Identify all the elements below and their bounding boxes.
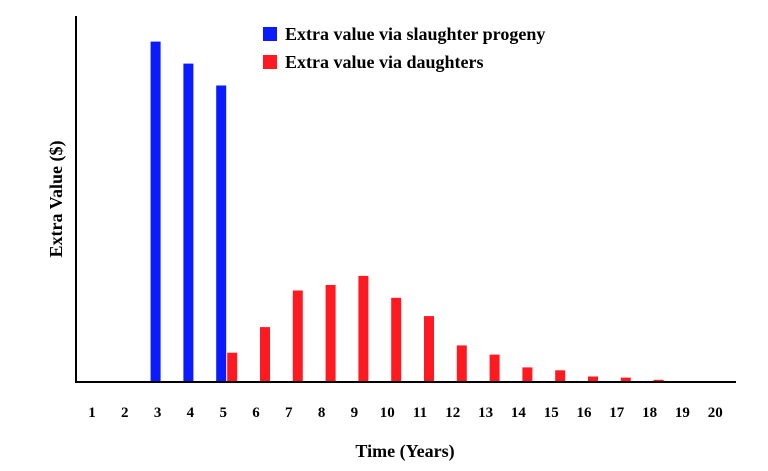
x-tick-label-17: 17 [609,405,625,421]
bar-extra-value-via-slaughter-progeny-5 [216,85,227,382]
x-tick-label-14: 14 [511,405,527,421]
bar-extra-value-via-slaughter-progeny-3 [150,41,161,382]
bar-extra-value-via-daughters-5 [227,352,238,382]
x-tick-label-13: 13 [478,405,493,421]
x-tick-label-1: 1 [88,405,96,421]
bars-layer [150,41,664,382]
x-tick-label-6: 6 [252,405,260,421]
bar-extra-value-via-daughters-16 [588,376,598,382]
x-tick-label-18: 18 [642,405,657,421]
x-tick-label-7: 7 [285,405,293,421]
bar-extra-value-via-daughters-7 [292,290,303,382]
bar-extra-value-via-daughters-11 [424,316,434,382]
legend: Extra value via slaughter progeny Extra v… [263,24,545,72]
bar-extra-value-via-daughters-8 [325,285,336,382]
x-tick-label-11: 11 [413,405,427,421]
x-tick-label-9: 9 [351,405,359,421]
x-tick-label-8: 8 [318,405,326,421]
bar-extra-value-via-daughters-17 [620,377,631,382]
x-tick-label-2: 2 [121,405,129,421]
bar-extra-value-via-daughters-18 [653,379,664,382]
x-tick-label-4: 4 [187,405,195,421]
legend-swatch-extra-value-via-daughters [263,55,277,69]
legend-label-extra-value-via-slaughter-progeny: Extra value via slaughter progeny [285,24,545,44]
bar-extra-value-via-daughters-13 [489,354,500,382]
bar-extra-value-via-daughters-6 [260,327,270,382]
legend-label-extra-value-via-daughters: Extra value via daughters [285,52,484,72]
x-tick-label-10: 10 [380,405,395,421]
bar-extra-value-via-daughters-14 [522,367,533,382]
x-tick-label-5: 5 [219,405,227,421]
x-axis-title: Time (Years) [355,441,454,462]
bar-extra-value-via-daughters-9 [358,275,369,382]
bar-extra-value-via-slaughter-progeny-4 [183,63,194,382]
bar-extra-value-via-daughters-10 [391,297,402,382]
x-tick-label-20: 20 [708,405,723,421]
x-tick-label-19: 19 [675,405,690,421]
x-tick-label-16: 16 [577,405,593,421]
x-tick-label-12: 12 [445,405,460,421]
x-tick-labels: 1 2 3 4 5 6 7 8 9 10 11 12 13 14 15 16 17 18 19 20 [88,405,722,421]
x-tick-label-3: 3 [154,405,162,421]
bar-extra-value-via-daughters-12 [456,345,467,382]
x-tick-label-15: 15 [544,405,559,421]
y-axis-title: Extra Value ($) [46,140,67,257]
bar-extra-value-via-daughters-15 [555,370,566,382]
legend-swatch-extra-value-via-slaughter-progeny [263,27,277,41]
